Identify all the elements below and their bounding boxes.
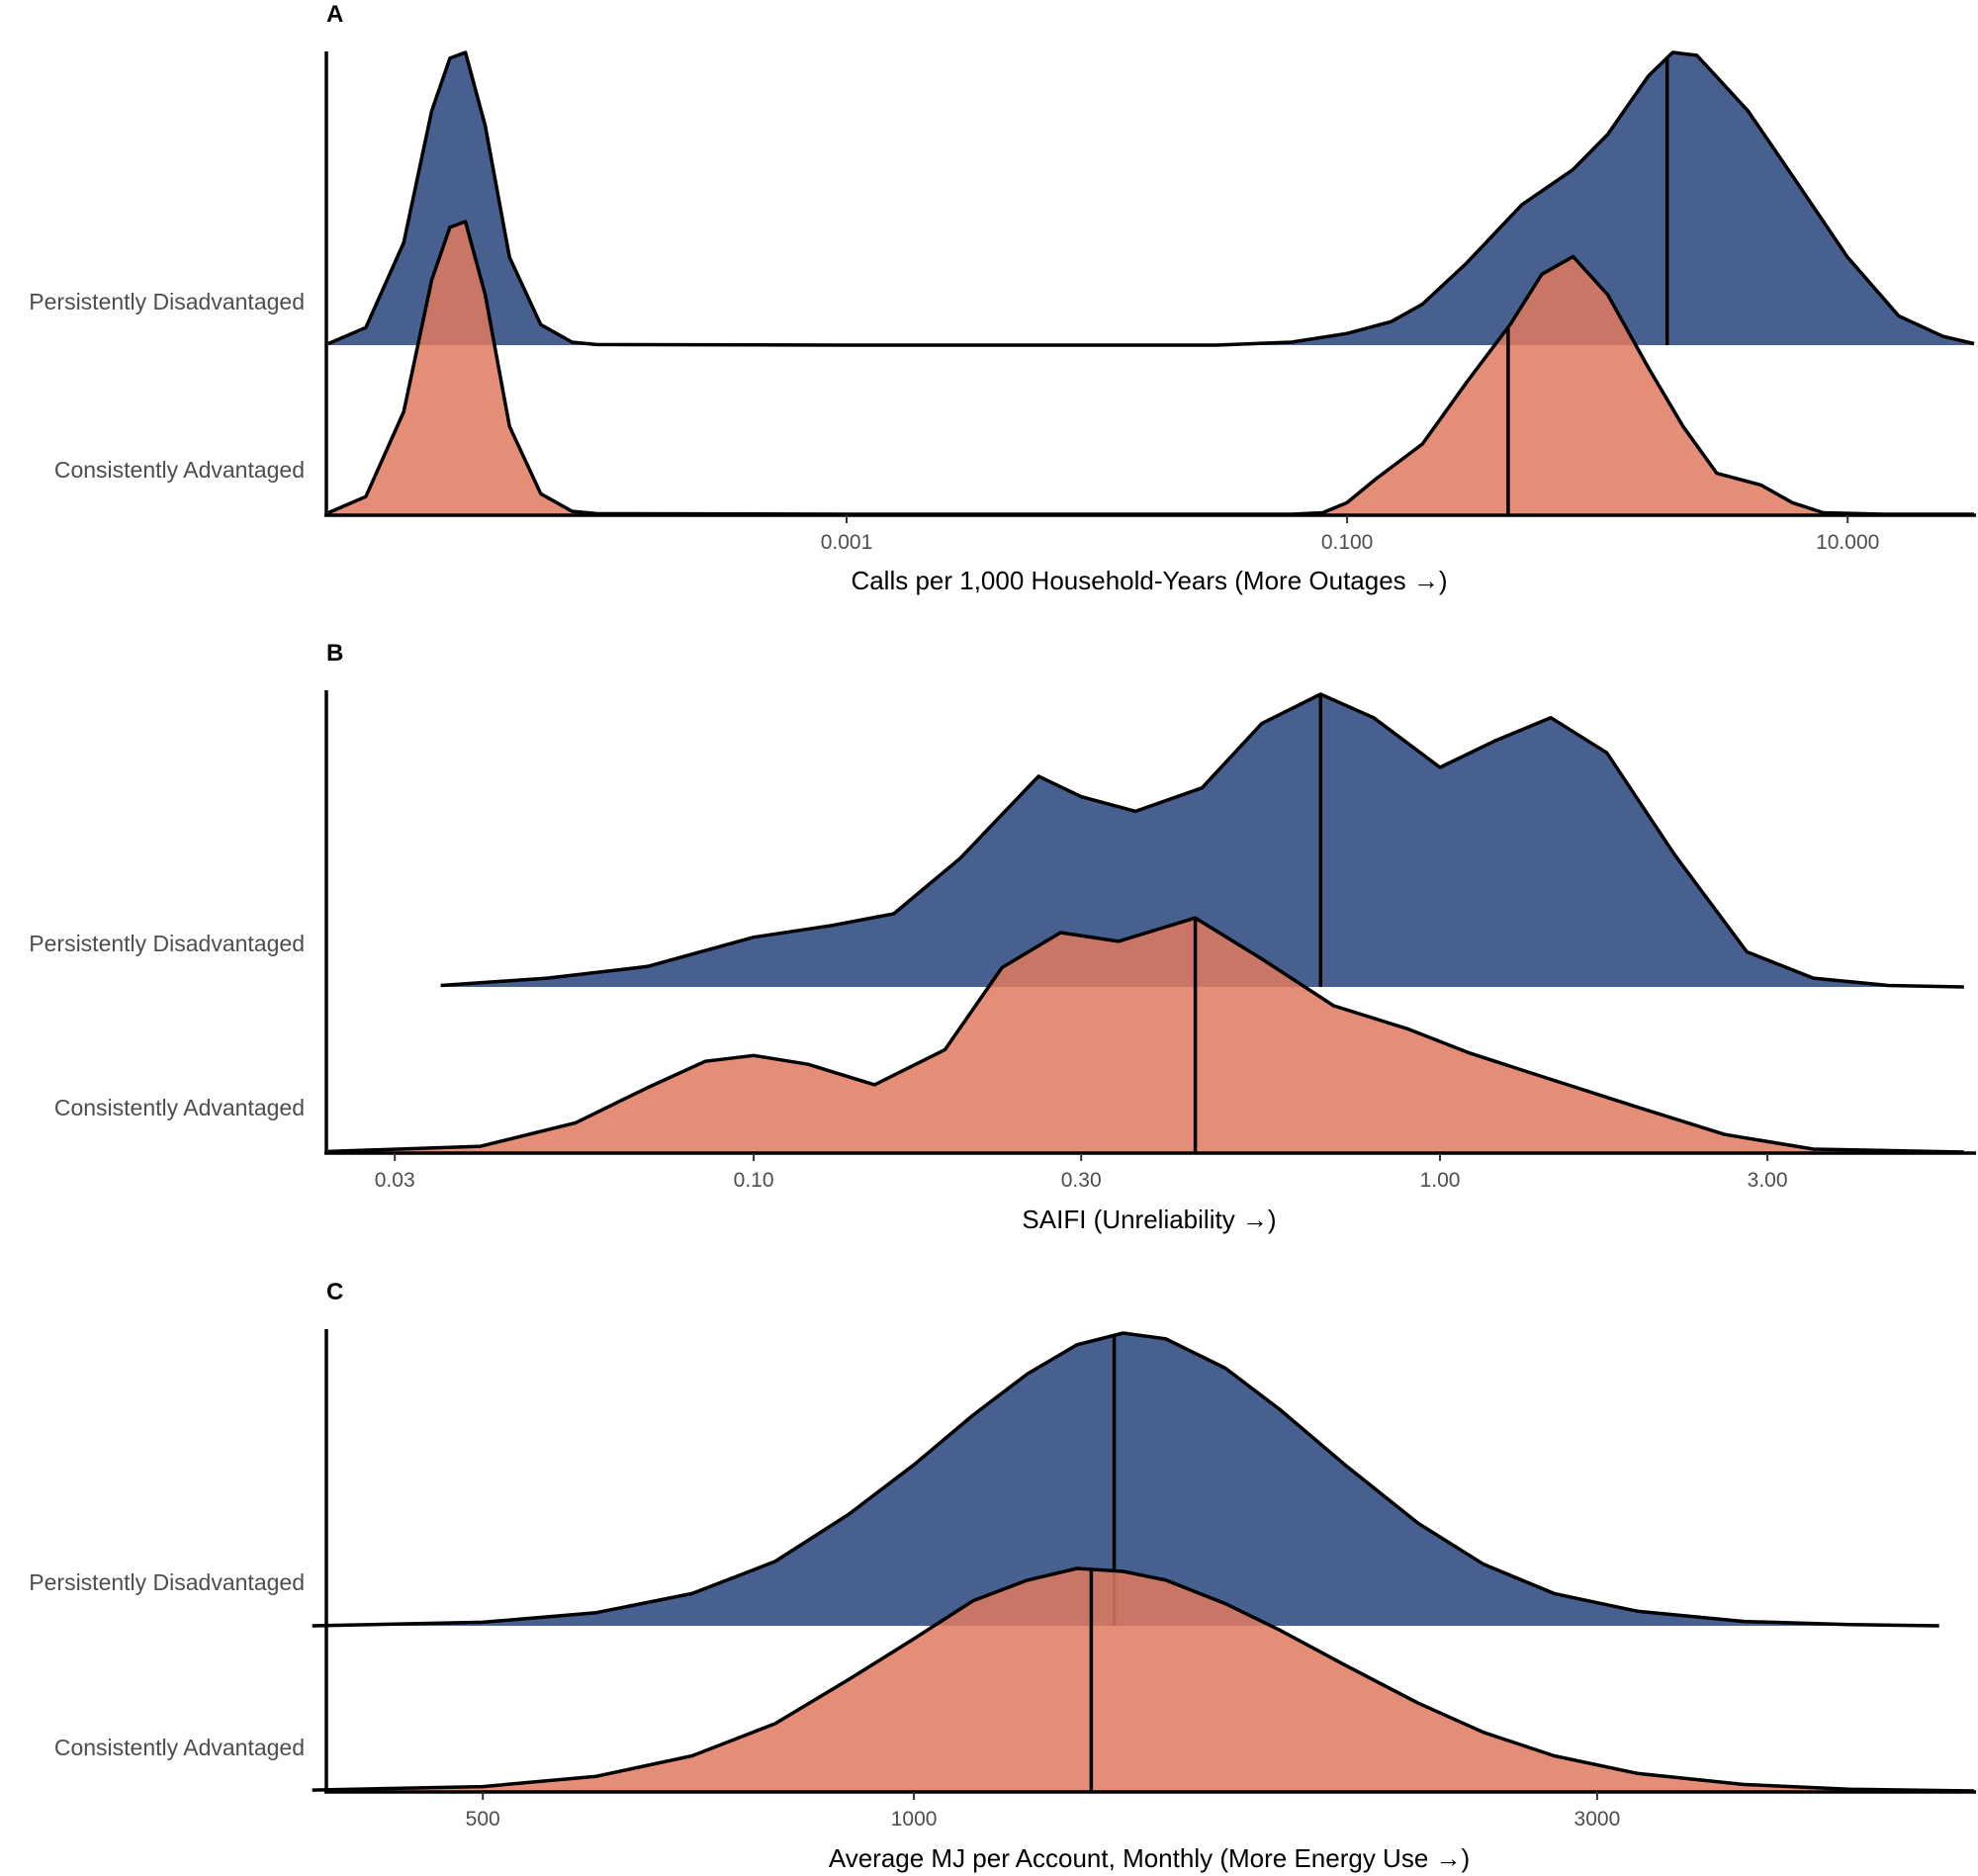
panel-b-density-fill-disadvantaged <box>440 694 1964 987</box>
panel-a-density-outline-disadvantaged <box>327 50 1975 347</box>
panel-a-x-tick-label: 10.000 <box>1816 531 1879 554</box>
panel-b-ridges <box>327 692 1964 1154</box>
panel-c-ridges <box>312 1331 1975 1793</box>
panel-c-x-tick-label: 3000 <box>1574 1808 1621 1831</box>
panel-b: B Persistently Disadvantaged Consistentl… <box>29 640 1976 1234</box>
panel-c: C Persistently Disadvantaged Consistentl… <box>29 1279 1976 1873</box>
panel-c-ridge-advantaged <box>312 1566 1975 1793</box>
panel-a: A Persistently Disadvantaged Consistentl… <box>29 1 1976 595</box>
panel-b-x-ticks: 0.03 0.10 0.30 1.00 3.00 <box>375 1153 1788 1192</box>
panel-c-group-label-disadvantaged: Persistently Disadvantaged <box>29 1569 305 1595</box>
panel-b-density-outline-disadvantaged <box>440 692 1964 989</box>
panel-b-x-tick-label: 0.03 <box>375 1169 415 1192</box>
panel-a-label: A <box>326 1 343 28</box>
panel-a-group-label-disadvantaged: Persistently Disadvantaged <box>29 289 305 314</box>
panel-c-density-fill-advantaged <box>312 1568 1975 1791</box>
panel-c-x-axis-title: Average MJ per Account, Monthly (More En… <box>829 1843 1470 1873</box>
panel-a-density-outline-advantaged <box>327 220 1974 516</box>
panel-a-group-label-advantaged: Consistently Advantaged <box>54 457 305 483</box>
panel-c-label: C <box>326 1279 343 1305</box>
panel-c-x-tick-label: 500 <box>466 1808 500 1831</box>
panel-c-density-outline-disadvantaged <box>312 1331 1939 1628</box>
panel-a-ridge-advantaged <box>327 220 1974 516</box>
panel-c-group-label-advantaged: Consistently Advantaged <box>54 1735 305 1760</box>
panel-a-density-fill-advantaged <box>328 222 1974 514</box>
panel-c-x-tick-label: 1000 <box>891 1808 938 1831</box>
panel-a-ridges <box>327 50 1975 516</box>
panel-b-x-tick-label: 0.10 <box>734 1169 774 1192</box>
panel-c-density-fill-disadvantaged <box>312 1333 1939 1626</box>
panel-b-group-label-disadvantaged: Persistently Disadvantaged <box>29 931 305 956</box>
panel-c-density-outline-advantaged <box>312 1566 1975 1793</box>
panel-b-group-label-advantaged: Consistently Advantaged <box>54 1095 305 1120</box>
panel-b-label: B <box>326 640 343 667</box>
panel-b-x-tick-label: 1.00 <box>1420 1169 1461 1192</box>
panel-b-ridge-disadvantaged <box>440 692 1964 989</box>
panel-a-x-tick-label: 0.100 <box>1321 531 1374 554</box>
panel-a-x-axis-title: Calls per 1,000 Household-Years (More Ou… <box>851 566 1447 595</box>
panel-b-x-tick-label: 3.00 <box>1748 1169 1788 1192</box>
panel-c-x-ticks: 500 1000 3000 <box>466 1792 1621 1831</box>
panel-b-ridge-advantaged <box>327 916 1964 1154</box>
panel-a-x-tick-label: 0.001 <box>821 531 873 554</box>
panel-b-density-outline-advantaged <box>327 916 1964 1154</box>
panel-b-x-axis-title: SAIFI (Unreliability →) <box>1022 1205 1276 1234</box>
panel-b-density-fill-advantaged <box>328 918 1964 1152</box>
panel-a-x-ticks: 0.001 0.100 10.000 <box>821 515 1879 554</box>
panel-b-x-tick-label: 0.30 <box>1061 1169 1102 1192</box>
